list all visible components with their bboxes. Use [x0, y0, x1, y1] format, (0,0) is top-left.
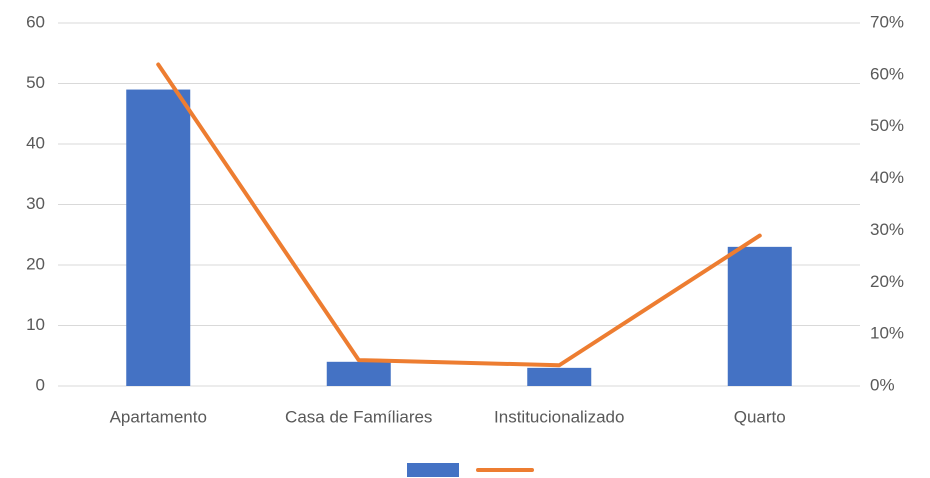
- x-tick-label: Casa de Famíliares: [285, 407, 432, 426]
- y-tick-label: 10: [26, 315, 45, 334]
- y2-tick-label: 10%: [870, 324, 904, 343]
- y2-tick-label: 20%: [870, 272, 904, 291]
- y-tick-label: 40: [26, 133, 45, 152]
- bar: [527, 367, 592, 386]
- y-tick-label: 60: [26, 12, 45, 31]
- y2-tick-label: 60%: [870, 64, 904, 83]
- bar: [727, 246, 792, 386]
- y-tick-label: 30: [26, 194, 45, 213]
- y-tick-label: 20: [26, 254, 45, 273]
- line: [156, 62, 762, 368]
- y2-tick-label: 70%: [870, 12, 904, 31]
- bar: [326, 361, 391, 386]
- y2-tick-label: 0%: [870, 375, 895, 394]
- x-tick-label: Quarto: [734, 407, 786, 426]
- y-tick-label: 0: [36, 375, 45, 394]
- x-tick-label: Apartamento: [110, 407, 207, 426]
- x-tick-label: Institucionalizado: [494, 407, 624, 426]
- y2-tick-label: 50%: [870, 116, 904, 135]
- y2-tick-label: 30%: [870, 220, 904, 239]
- y2-tick-label: 40%: [870, 168, 904, 187]
- legend-swatch: [407, 463, 459, 477]
- y-tick-label: 50: [26, 73, 45, 92]
- bar: [126, 89, 191, 387]
